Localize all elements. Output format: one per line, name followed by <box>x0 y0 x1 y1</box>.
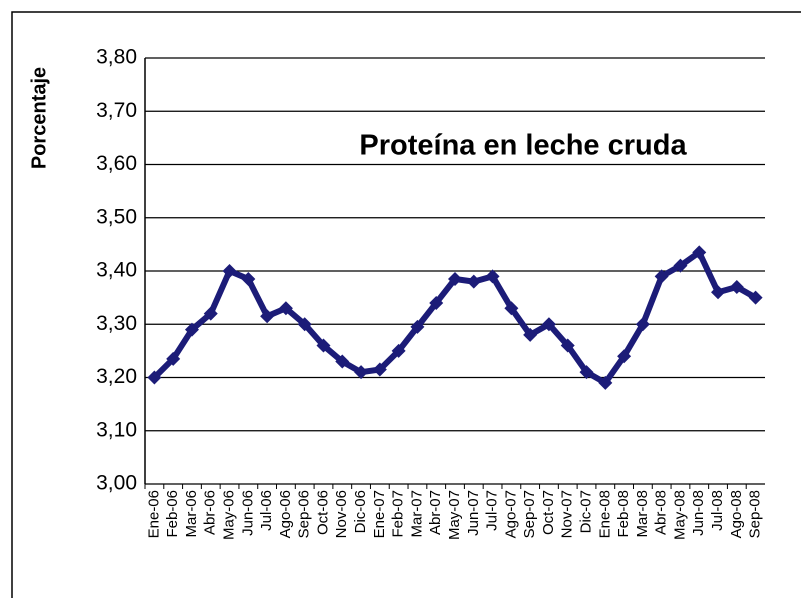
y-tick-label: 3,20 <box>96 365 137 388</box>
y-axis-label: Porcentaje <box>28 67 50 169</box>
x-tick-label: Ago-08 <box>728 490 745 538</box>
chart-title: Proteína en leche cruda <box>359 130 687 162</box>
marker <box>692 245 707 260</box>
y-tick-label: 3,80 <box>96 46 137 69</box>
marker <box>354 365 369 380</box>
x-tick-label: Dic-06 <box>352 490 369 533</box>
x-tick-label: Jun-07 <box>465 490 482 536</box>
marker <box>372 362 387 377</box>
marker <box>617 349 632 364</box>
x-tick-label: Jul-06 <box>258 490 275 531</box>
marker <box>391 343 406 358</box>
marker <box>278 301 293 316</box>
marker <box>410 319 425 334</box>
marker <box>147 370 162 385</box>
x-tick-label: May-06 <box>221 490 238 540</box>
y-tick-label: 3,40 <box>96 259 137 282</box>
x-tick-label: Nov-06 <box>333 490 350 538</box>
x-tick-label: Ene-06 <box>145 490 162 538</box>
y-tick-label: 3,70 <box>96 99 137 122</box>
marker <box>748 290 763 305</box>
x-tick-label: Ene-08 <box>596 490 613 538</box>
x-tick-label: Mar-06 <box>183 490 200 538</box>
y-tick-label: 3,10 <box>96 418 137 441</box>
marker <box>485 269 500 284</box>
marker <box>260 309 275 324</box>
marker <box>335 354 350 369</box>
x-tick-label: Ago-06 <box>277 490 294 538</box>
marker <box>448 271 462 286</box>
y-tick-label: 3,30 <box>96 312 137 335</box>
y-tick-label: 3,60 <box>96 152 137 175</box>
marker <box>166 351 181 366</box>
marker <box>654 269 669 284</box>
marker <box>598 375 613 390</box>
x-tick-label: Feb-06 <box>164 490 181 538</box>
marker <box>203 306 218 321</box>
marker <box>297 317 312 332</box>
x-tick-label: Sep-08 <box>747 490 764 538</box>
x-tick-label: Abr-06 <box>202 490 219 535</box>
x-tick-label: Ene-07 <box>371 490 388 538</box>
x-tick-label: Jun-08 <box>690 490 707 536</box>
x-tick-label: Jul-08 <box>709 490 726 531</box>
x-tick-label: Sep-07 <box>521 490 538 538</box>
x-tick-label: Jul-07 <box>484 490 501 531</box>
marker <box>673 258 688 273</box>
x-tick-label: Mar-08 <box>634 490 651 538</box>
marker <box>560 338 575 353</box>
marker <box>504 301 519 316</box>
x-tick-label: Dic-07 <box>577 490 594 533</box>
x-tick-label: Sep-06 <box>296 490 313 538</box>
x-tick-label: Feb-08 <box>615 490 632 538</box>
marker <box>466 274 481 289</box>
x-tick-label: May-07 <box>446 490 463 540</box>
marker <box>729 279 744 294</box>
data-line <box>152 249 758 386</box>
marker <box>241 271 256 286</box>
marker <box>523 327 538 342</box>
marker <box>541 317 556 332</box>
x-tick-label: Abr-08 <box>653 490 670 535</box>
x-tick-label: Jun-06 <box>239 490 256 536</box>
x-tick-label: Oct-06 <box>314 490 331 535</box>
y-tick-label: 3,00 <box>96 472 137 495</box>
frame <box>11 11 801 598</box>
marker <box>222 264 237 278</box>
marker <box>579 365 594 380</box>
x-tick-label: Nov-07 <box>559 490 576 538</box>
x-tick-label: May-08 <box>671 490 688 540</box>
x-tick-label: Oct-07 <box>540 490 557 535</box>
y-tick-label: 3,50 <box>96 205 137 228</box>
marker <box>635 317 650 332</box>
x-tick-label: Ago-07 <box>502 490 519 538</box>
marker <box>316 338 331 353</box>
x-tick-label: Mar-07 <box>408 490 425 538</box>
x-tick-label: Abr-07 <box>427 490 444 535</box>
marker <box>711 285 726 300</box>
x-tick-label: Feb-07 <box>390 490 407 538</box>
marker <box>429 295 444 310</box>
marker <box>184 322 199 337</box>
